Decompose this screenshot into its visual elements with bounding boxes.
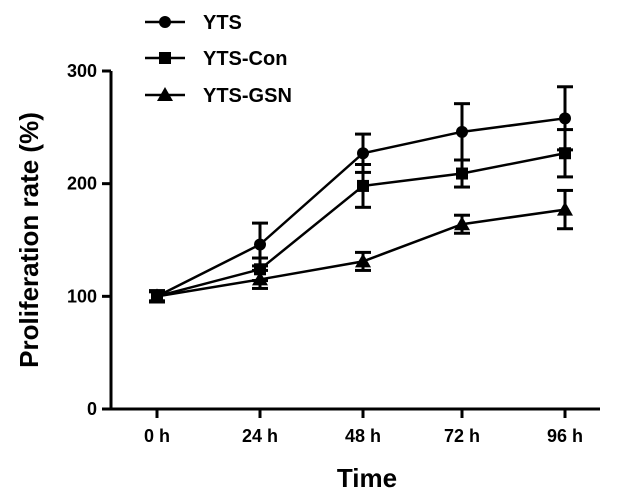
x-tick-label: 24 h — [242, 426, 278, 446]
y-tick-label: 0 — [87, 399, 97, 419]
y-axis-title: Proliferation rate (%) — [14, 112, 44, 368]
y-tick-label: 100 — [67, 286, 97, 306]
x-ticks: 0 h 24 h 48 h 72 h 96 h — [144, 409, 583, 446]
y-tick-label: 200 — [67, 174, 97, 194]
legend-item-yts-con: YTS-Con — [145, 48, 287, 70]
data-point — [149, 288, 165, 303]
series-layer — [149, 85, 573, 304]
legend-marker — [157, 87, 173, 101]
x-tick-label: 72 h — [444, 426, 480, 446]
x-tick-label: 96 h — [547, 426, 583, 446]
legend: YTS YTS-Con YTS-GSN — [145, 12, 292, 107]
data-point — [357, 147, 369, 160]
legend-label: YTS-GSN — [203, 85, 292, 107]
data-point — [456, 125, 468, 138]
y-ticks: 0 100 200 300 — [67, 61, 111, 419]
data-point — [559, 112, 571, 125]
legend-label: YTS — [203, 12, 242, 34]
x-tick-label: 48 h — [345, 426, 381, 446]
data-point — [357, 179, 369, 192]
data-point — [456, 167, 468, 180]
axes — [109, 71, 600, 411]
legend-item-yts: YTS — [145, 12, 242, 34]
x-tick-label: 0 h — [144, 426, 170, 446]
x-axis-title: Time — [337, 463, 397, 493]
legend-label: YTS-Con — [203, 48, 287, 70]
legend-marker — [159, 16, 171, 28]
data-point — [355, 253, 371, 268]
data-point — [559, 147, 571, 160]
data-point — [254, 238, 266, 251]
y-tick-label: 300 — [67, 61, 97, 81]
data-point — [252, 271, 268, 286]
legend-item-yts-gsn: YTS-GSN — [145, 85, 292, 107]
data-point — [557, 201, 573, 216]
legend-marker — [159, 52, 171, 64]
series-yts-gsn — [149, 188, 573, 303]
data-point — [454, 216, 470, 231]
series-line — [156, 152, 566, 298]
